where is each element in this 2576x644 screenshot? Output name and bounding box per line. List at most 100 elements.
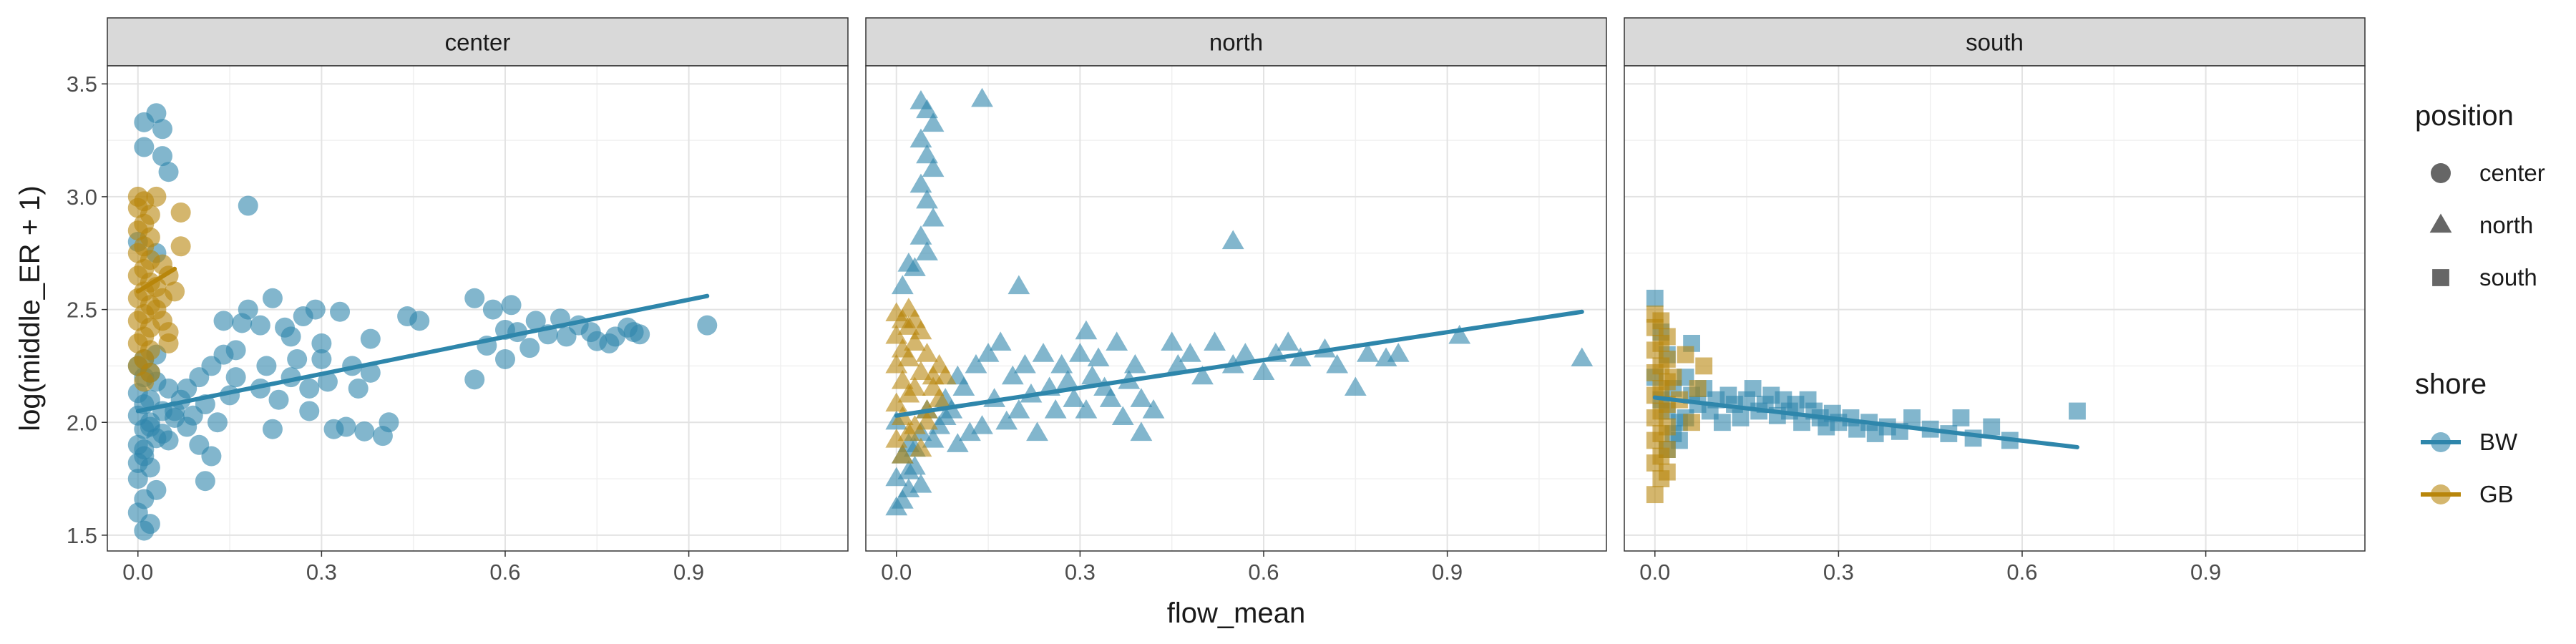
- data-point: [464, 288, 485, 308]
- panel-border-north: [865, 65, 1607, 552]
- data-point: [1081, 365, 1103, 385]
- legend-key-south: [2432, 269, 2449, 286]
- data-point: [1123, 353, 1146, 374]
- axes: 1.5 2.0 2.5 3.0 3.5 flow_mean log(middle_ER + …: [14, 72, 1305, 629]
- point-group-north-GB: [885, 298, 957, 464]
- data-point: [1683, 414, 1700, 431]
- data-point: [909, 474, 932, 493]
- data-point: [959, 421, 981, 441]
- data-point: [1983, 418, 2001, 436]
- legend: position center north south shore BW GB: [2415, 100, 2545, 507]
- x-tick-label: 0.9: [1432, 560, 1463, 585]
- data-point: [225, 367, 246, 388]
- data-point: [916, 343, 938, 362]
- data-point: [287, 348, 308, 369]
- data-point: [158, 430, 179, 451]
- data-point: [1326, 353, 1349, 374]
- data-point: [891, 275, 914, 295]
- data-point: [1050, 353, 1073, 374]
- data-point: [1677, 346, 1694, 364]
- data-point: [1289, 347, 1312, 367]
- data-point: [1161, 331, 1184, 351]
- data-point: [885, 324, 908, 344]
- legend-label: north: [2479, 212, 2533, 238]
- data-point: [1068, 343, 1091, 362]
- data-point: [494, 348, 515, 369]
- data-point: [697, 315, 718, 336]
- facet-strip-label: north: [1209, 29, 1263, 56]
- data-point: [995, 410, 1018, 430]
- data-point: [885, 353, 908, 374]
- data-point: [1056, 369, 1079, 389]
- facet-strip-center: [107, 17, 849, 67]
- data-point: [989, 331, 1012, 351]
- data-point: [1652, 470, 1670, 487]
- data-point: [971, 415, 993, 434]
- legend-label: center: [2479, 160, 2545, 186]
- data-point: [256, 356, 277, 376]
- data-point: [885, 467, 908, 487]
- data-point: [305, 299, 326, 320]
- y-tick-label: 2.0: [67, 410, 97, 435]
- data-point: [311, 333, 332, 353]
- data-point: [928, 388, 951, 407]
- data-point: [1387, 343, 1410, 362]
- data-point: [2069, 402, 2086, 420]
- data-point: [1344, 376, 1367, 396]
- data-point: [152, 254, 172, 275]
- data-point: [170, 202, 191, 223]
- data-point: [1063, 388, 1085, 407]
- legend-title-shore: shore: [2415, 369, 2487, 400]
- data-point: [1571, 347, 1594, 367]
- data-point: [238, 195, 258, 216]
- data-point: [519, 338, 540, 358]
- data-point: [146, 479, 167, 500]
- data-point: [379, 412, 399, 433]
- data-point: [170, 236, 191, 257]
- data-point: [916, 241, 938, 260]
- data-point: [1032, 343, 1055, 362]
- data-point: [1026, 421, 1048, 441]
- data-point: [238, 299, 258, 320]
- data-point: [311, 348, 332, 369]
- data-point: [1179, 343, 1201, 362]
- x-tick-label: 0.9: [2190, 560, 2221, 585]
- data-point: [299, 378, 320, 399]
- data-point: [1008, 275, 1030, 295]
- data-point: [909, 173, 932, 193]
- trend-line-BW: [894, 309, 1584, 418]
- data-point: [195, 471, 215, 492]
- data-point: [250, 315, 270, 336]
- data-point: [299, 401, 320, 421]
- facet-panel-center: center 0.0 0.3 0.6 0.9: [107, 17, 849, 585]
- data-point: [1075, 399, 1098, 419]
- plot-area-center: [107, 66, 848, 551]
- data-point: [158, 162, 179, 182]
- data-point: [909, 320, 932, 340]
- data-point: [1099, 388, 1122, 407]
- legend-label: south: [2479, 264, 2537, 291]
- data-point: [1732, 409, 1750, 426]
- data-point: [262, 288, 283, 308]
- data-point: [268, 389, 289, 410]
- panel-border-center: [107, 65, 849, 552]
- data-point: [916, 144, 938, 164]
- trend-line-GB: [135, 266, 177, 294]
- data-point: [1106, 331, 1128, 351]
- data-point: [1204, 331, 1226, 351]
- data-point: [1130, 388, 1153, 407]
- data-point: [1166, 353, 1189, 374]
- data-point: [134, 371, 155, 392]
- data-point: [464, 369, 485, 390]
- data-point: [1221, 230, 1244, 250]
- data-point: [630, 324, 650, 345]
- data-point: [1903, 409, 1921, 426]
- data-point: [1713, 414, 1731, 431]
- facet-strip-label: center: [445, 29, 511, 56]
- data-point: [1646, 289, 1664, 307]
- data-point: [360, 328, 381, 349]
- facet-strip-south: [1624, 17, 2366, 67]
- data-point: [1001, 365, 1024, 385]
- data-point: [262, 419, 283, 439]
